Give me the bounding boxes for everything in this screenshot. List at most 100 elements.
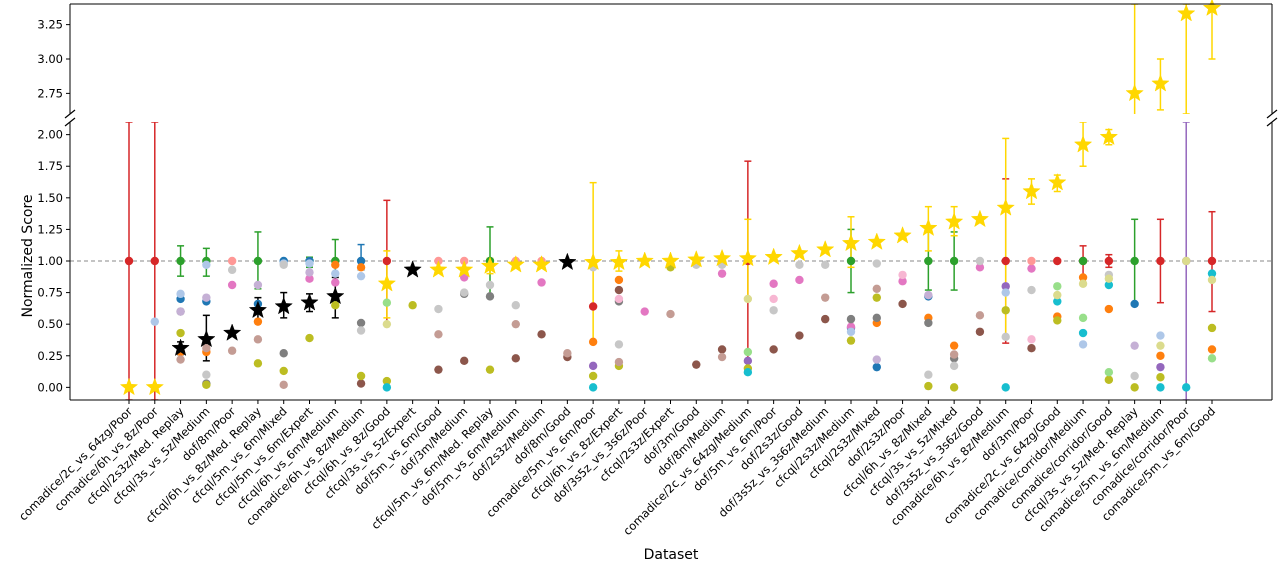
data-point-star xyxy=(506,255,526,273)
y-bottom-tick-label: 0.00 xyxy=(37,380,63,394)
data-point-star xyxy=(893,226,912,244)
data-point xyxy=(1001,306,1010,315)
data-point xyxy=(382,298,392,307)
data-point-star xyxy=(661,251,680,269)
data-point xyxy=(356,263,366,272)
data-point xyxy=(1104,280,1114,290)
data-point xyxy=(408,301,417,310)
data-point-star xyxy=(1176,3,1196,22)
data-point xyxy=(846,336,856,345)
data-point xyxy=(743,294,753,304)
data-point xyxy=(537,330,546,339)
data-point xyxy=(872,293,881,302)
y-bottom-tick-label: 1.75 xyxy=(37,159,63,173)
y-bottom-tick-label: 0.25 xyxy=(37,349,63,363)
data-point-star xyxy=(119,377,139,396)
data-point xyxy=(305,274,314,283)
data-point-star xyxy=(867,232,887,250)
data-point xyxy=(924,290,933,300)
data-point xyxy=(382,319,392,329)
data-point xyxy=(563,349,572,358)
data-point xyxy=(614,285,624,295)
data-point xyxy=(511,319,520,329)
data-point xyxy=(202,343,211,353)
axis-break-mark xyxy=(1266,117,1278,127)
data-point xyxy=(769,306,778,315)
data-point-star xyxy=(635,251,654,269)
data-point xyxy=(1053,290,1062,300)
data-point-star xyxy=(274,296,293,315)
data-point xyxy=(253,317,263,326)
data-point xyxy=(795,331,804,340)
data-point xyxy=(460,288,469,297)
data-point xyxy=(279,366,288,376)
data-point xyxy=(1207,275,1217,285)
data-point xyxy=(924,381,933,391)
data-point xyxy=(975,327,985,336)
data-point xyxy=(846,327,856,336)
data-point xyxy=(898,299,907,309)
data-point-star xyxy=(764,247,783,266)
data-point-star xyxy=(403,260,422,278)
data-point-star xyxy=(815,239,835,258)
data-point xyxy=(1001,383,1010,392)
data-point xyxy=(1027,285,1036,295)
data-point xyxy=(227,346,237,355)
data-point-star xyxy=(145,377,165,396)
data-point xyxy=(331,260,340,269)
bottom-axes-panel: 0.00 0.25 0.50 0.75 1.00 1.25 1.50 1.75 2.00 xyxy=(37,122,1273,401)
data-point xyxy=(1130,383,1139,392)
data-point-star xyxy=(841,233,861,252)
data-point xyxy=(1156,341,1165,350)
data-point-star xyxy=(919,218,938,237)
data-point xyxy=(1130,371,1139,381)
data-point xyxy=(356,371,366,381)
data-point xyxy=(898,277,907,286)
data-point xyxy=(717,269,727,278)
data-point xyxy=(356,256,366,266)
data-point xyxy=(821,314,830,324)
data-point xyxy=(924,318,933,328)
data-point xyxy=(1104,274,1114,283)
data-point xyxy=(176,328,185,338)
data-point xyxy=(1078,256,1088,266)
data-point xyxy=(975,256,985,266)
data-point xyxy=(1078,279,1088,288)
data-point xyxy=(1027,264,1036,273)
y-bottom-tick-label: 1.50 xyxy=(37,191,63,205)
y-axis-label: Normalized Score xyxy=(20,194,36,317)
data-point xyxy=(743,356,753,366)
data-point xyxy=(949,350,959,359)
data-point xyxy=(588,361,598,371)
data-point xyxy=(1207,354,1217,363)
data-point xyxy=(1078,340,1088,349)
data-point xyxy=(1001,282,1010,291)
data-point xyxy=(279,349,288,358)
data-point xyxy=(1130,256,1139,266)
data-point xyxy=(356,326,366,335)
data-point xyxy=(924,256,933,266)
data-point xyxy=(1130,299,1139,309)
data-point xyxy=(176,355,185,364)
y-bottom-tick-label: 2.00 xyxy=(37,128,63,142)
data-point-star xyxy=(712,248,732,267)
data-point-star xyxy=(454,260,474,278)
data-point xyxy=(1078,273,1088,282)
data-point xyxy=(1207,345,1217,354)
data-point xyxy=(1156,373,1165,382)
data-point xyxy=(176,307,185,316)
data-point-star xyxy=(222,323,242,341)
data-point xyxy=(511,354,520,363)
data-point xyxy=(743,347,753,357)
data-point xyxy=(1078,313,1088,323)
data-point-star xyxy=(738,248,758,267)
data-point xyxy=(1182,256,1191,266)
data-point xyxy=(356,271,366,281)
data-point xyxy=(382,376,392,386)
data-point xyxy=(975,311,985,320)
data-point xyxy=(872,313,881,323)
data-point xyxy=(511,301,520,310)
data-point xyxy=(769,294,778,304)
data-point xyxy=(485,280,495,290)
